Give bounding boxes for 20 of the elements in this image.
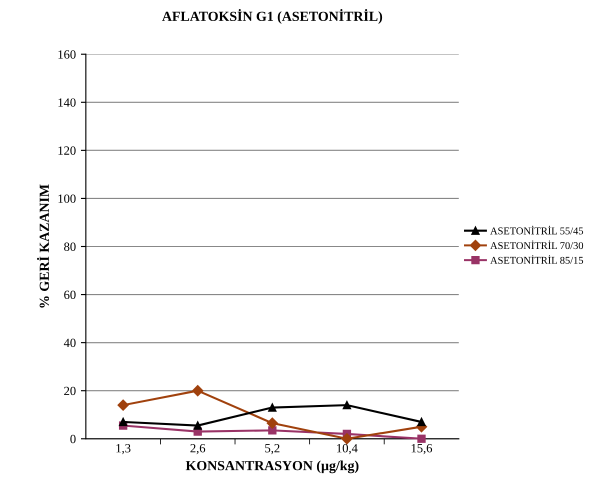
y-tick-label: 140 [58,98,76,107]
y-tick-label: 0 [70,434,76,444]
legend-label: ASETONİTRİL 85/15 [490,255,584,264]
x-tick-label: 5,2 [265,444,280,454]
chart-title: AFLATOKSİN G1 (ASETONİTRİL) [162,9,382,24]
y-tick-label: 60 [64,290,76,300]
x-tick-label: 1,3 [116,444,130,454]
y-tick-label: 100 [58,194,76,203]
y-axis-title: % GERİ KAZANIM [36,184,50,308]
y-tick-label: 120 [58,146,76,155]
y-tick-label: 40 [64,338,76,348]
x-tick-label: 2,6 [190,444,206,454]
x-tick-label: 15,6 [412,444,432,454]
x-axis-title: KONSANTRASYON (µg/kg) [186,460,358,474]
legend-label: ASETONİTRİL 55/45 [490,226,584,234]
x-tick-label: 10,4 [337,444,358,454]
y-tick-label: 80 [64,242,76,251]
y-tick-label: 20 [64,386,76,396]
y-tick-label: 160 [58,50,76,59]
legend-label: ASETONİTRİL 70/30 [490,240,584,250]
